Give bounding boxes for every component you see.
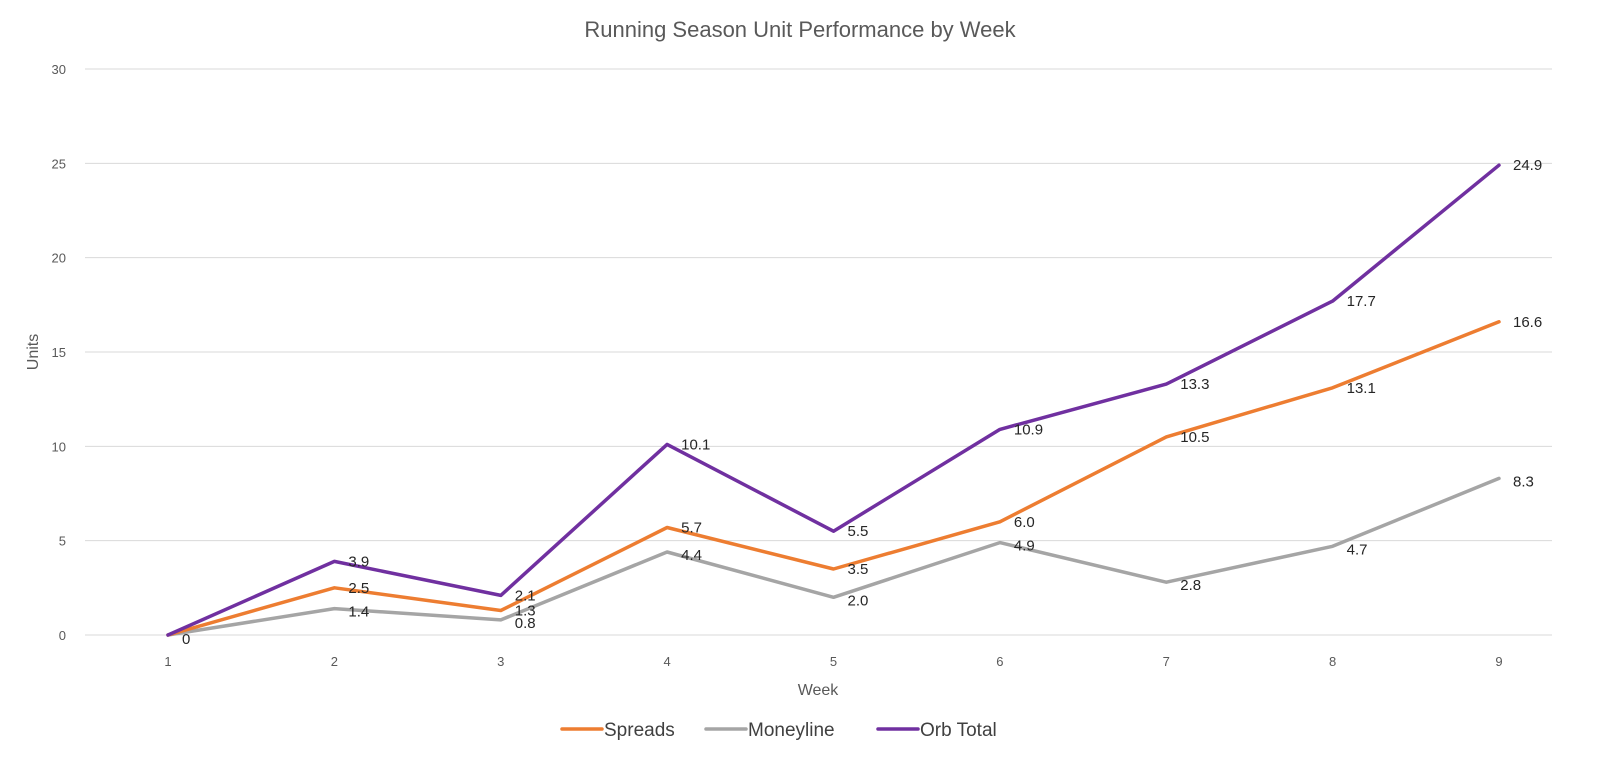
- data-label: 0: [182, 631, 190, 648]
- data-label: 5.7: [681, 519, 702, 536]
- data-label: 10.1: [681, 436, 710, 453]
- y-axis-ticks: 0 5 10 15 20 25 30: [52, 62, 66, 643]
- y-tick-label: 15: [52, 345, 66, 360]
- data-label: 2.1: [515, 587, 536, 604]
- legend-label-spreads: Spreads: [604, 720, 675, 741]
- data-label: 4.9: [1014, 538, 1035, 555]
- data-label: 6.0: [1014, 514, 1035, 531]
- data-label: 3.9: [348, 553, 369, 570]
- series-line-spreads: [166, 320, 1501, 637]
- data-label: 4.7: [1347, 541, 1368, 558]
- data-label: 13.1: [1347, 380, 1376, 397]
- y-tick-label: 0: [59, 628, 66, 643]
- legend-label-moneyline: Moneyline: [748, 720, 835, 741]
- x-tick-label: 6: [996, 654, 1003, 669]
- y-tick-label: 10: [52, 439, 66, 454]
- x-tick-label: 8: [1329, 654, 1336, 669]
- x-tick-label: 2: [331, 654, 338, 669]
- x-tick-label: 9: [1495, 654, 1502, 669]
- y-tick-label: 5: [59, 534, 66, 549]
- y-tick-label: 20: [52, 251, 66, 266]
- x-tick-label: 3: [497, 654, 504, 669]
- data-label: 16.6: [1513, 314, 1542, 331]
- x-axis-ticks: 1 2 3 4 5 6 7 8 9: [164, 654, 1502, 669]
- data-label: 2.0: [848, 592, 869, 609]
- data-label: 1.3: [515, 602, 536, 619]
- y-tick-label: 25: [52, 156, 66, 171]
- x-tick-label: 4: [664, 654, 671, 669]
- x-tick-label: 7: [1163, 654, 1170, 669]
- data-label: 17.7: [1347, 293, 1376, 310]
- gridlines: [85, 68, 1552, 636]
- chart-title: Running Season Unit Performance by Week: [584, 17, 1016, 42]
- data-label: 0.8: [515, 615, 536, 632]
- legend: Spreads Moneyline Orb Total: [560, 720, 997, 741]
- data-label: 24.9: [1513, 157, 1542, 174]
- x-tick-label: 1: [164, 654, 171, 669]
- data-label: 5.5: [848, 523, 869, 540]
- y-axis-title: Units: [25, 334, 42, 370]
- series-lines: [166, 163, 1501, 637]
- data-label: 10.9: [1014, 421, 1043, 438]
- data-label: 8.3: [1513, 473, 1534, 490]
- legend-label-orb-total: Orb Total: [920, 720, 997, 741]
- data-label: 4.4: [681, 547, 702, 564]
- data-label: 2.5: [348, 580, 369, 597]
- data-labels: 2.5 1.3 5.7 3.5 6.0 10.5 13.1 16.6 1.4 0.8 4.4 2.0 4…: [182, 157, 1542, 648]
- data-label: 2.8: [1180, 577, 1201, 594]
- series-line-orb-total: [166, 163, 1501, 637]
- data-label: 10.5: [1180, 429, 1209, 446]
- x-axis-title: Week: [798, 682, 840, 699]
- data-label: 13.3: [1180, 376, 1209, 393]
- data-label: 1.4: [348, 604, 369, 621]
- x-tick-label: 5: [830, 654, 837, 669]
- y-tick-label: 30: [52, 62, 66, 77]
- data-label: 3.5: [848, 561, 869, 578]
- series-line-moneyline: [166, 476, 1501, 637]
